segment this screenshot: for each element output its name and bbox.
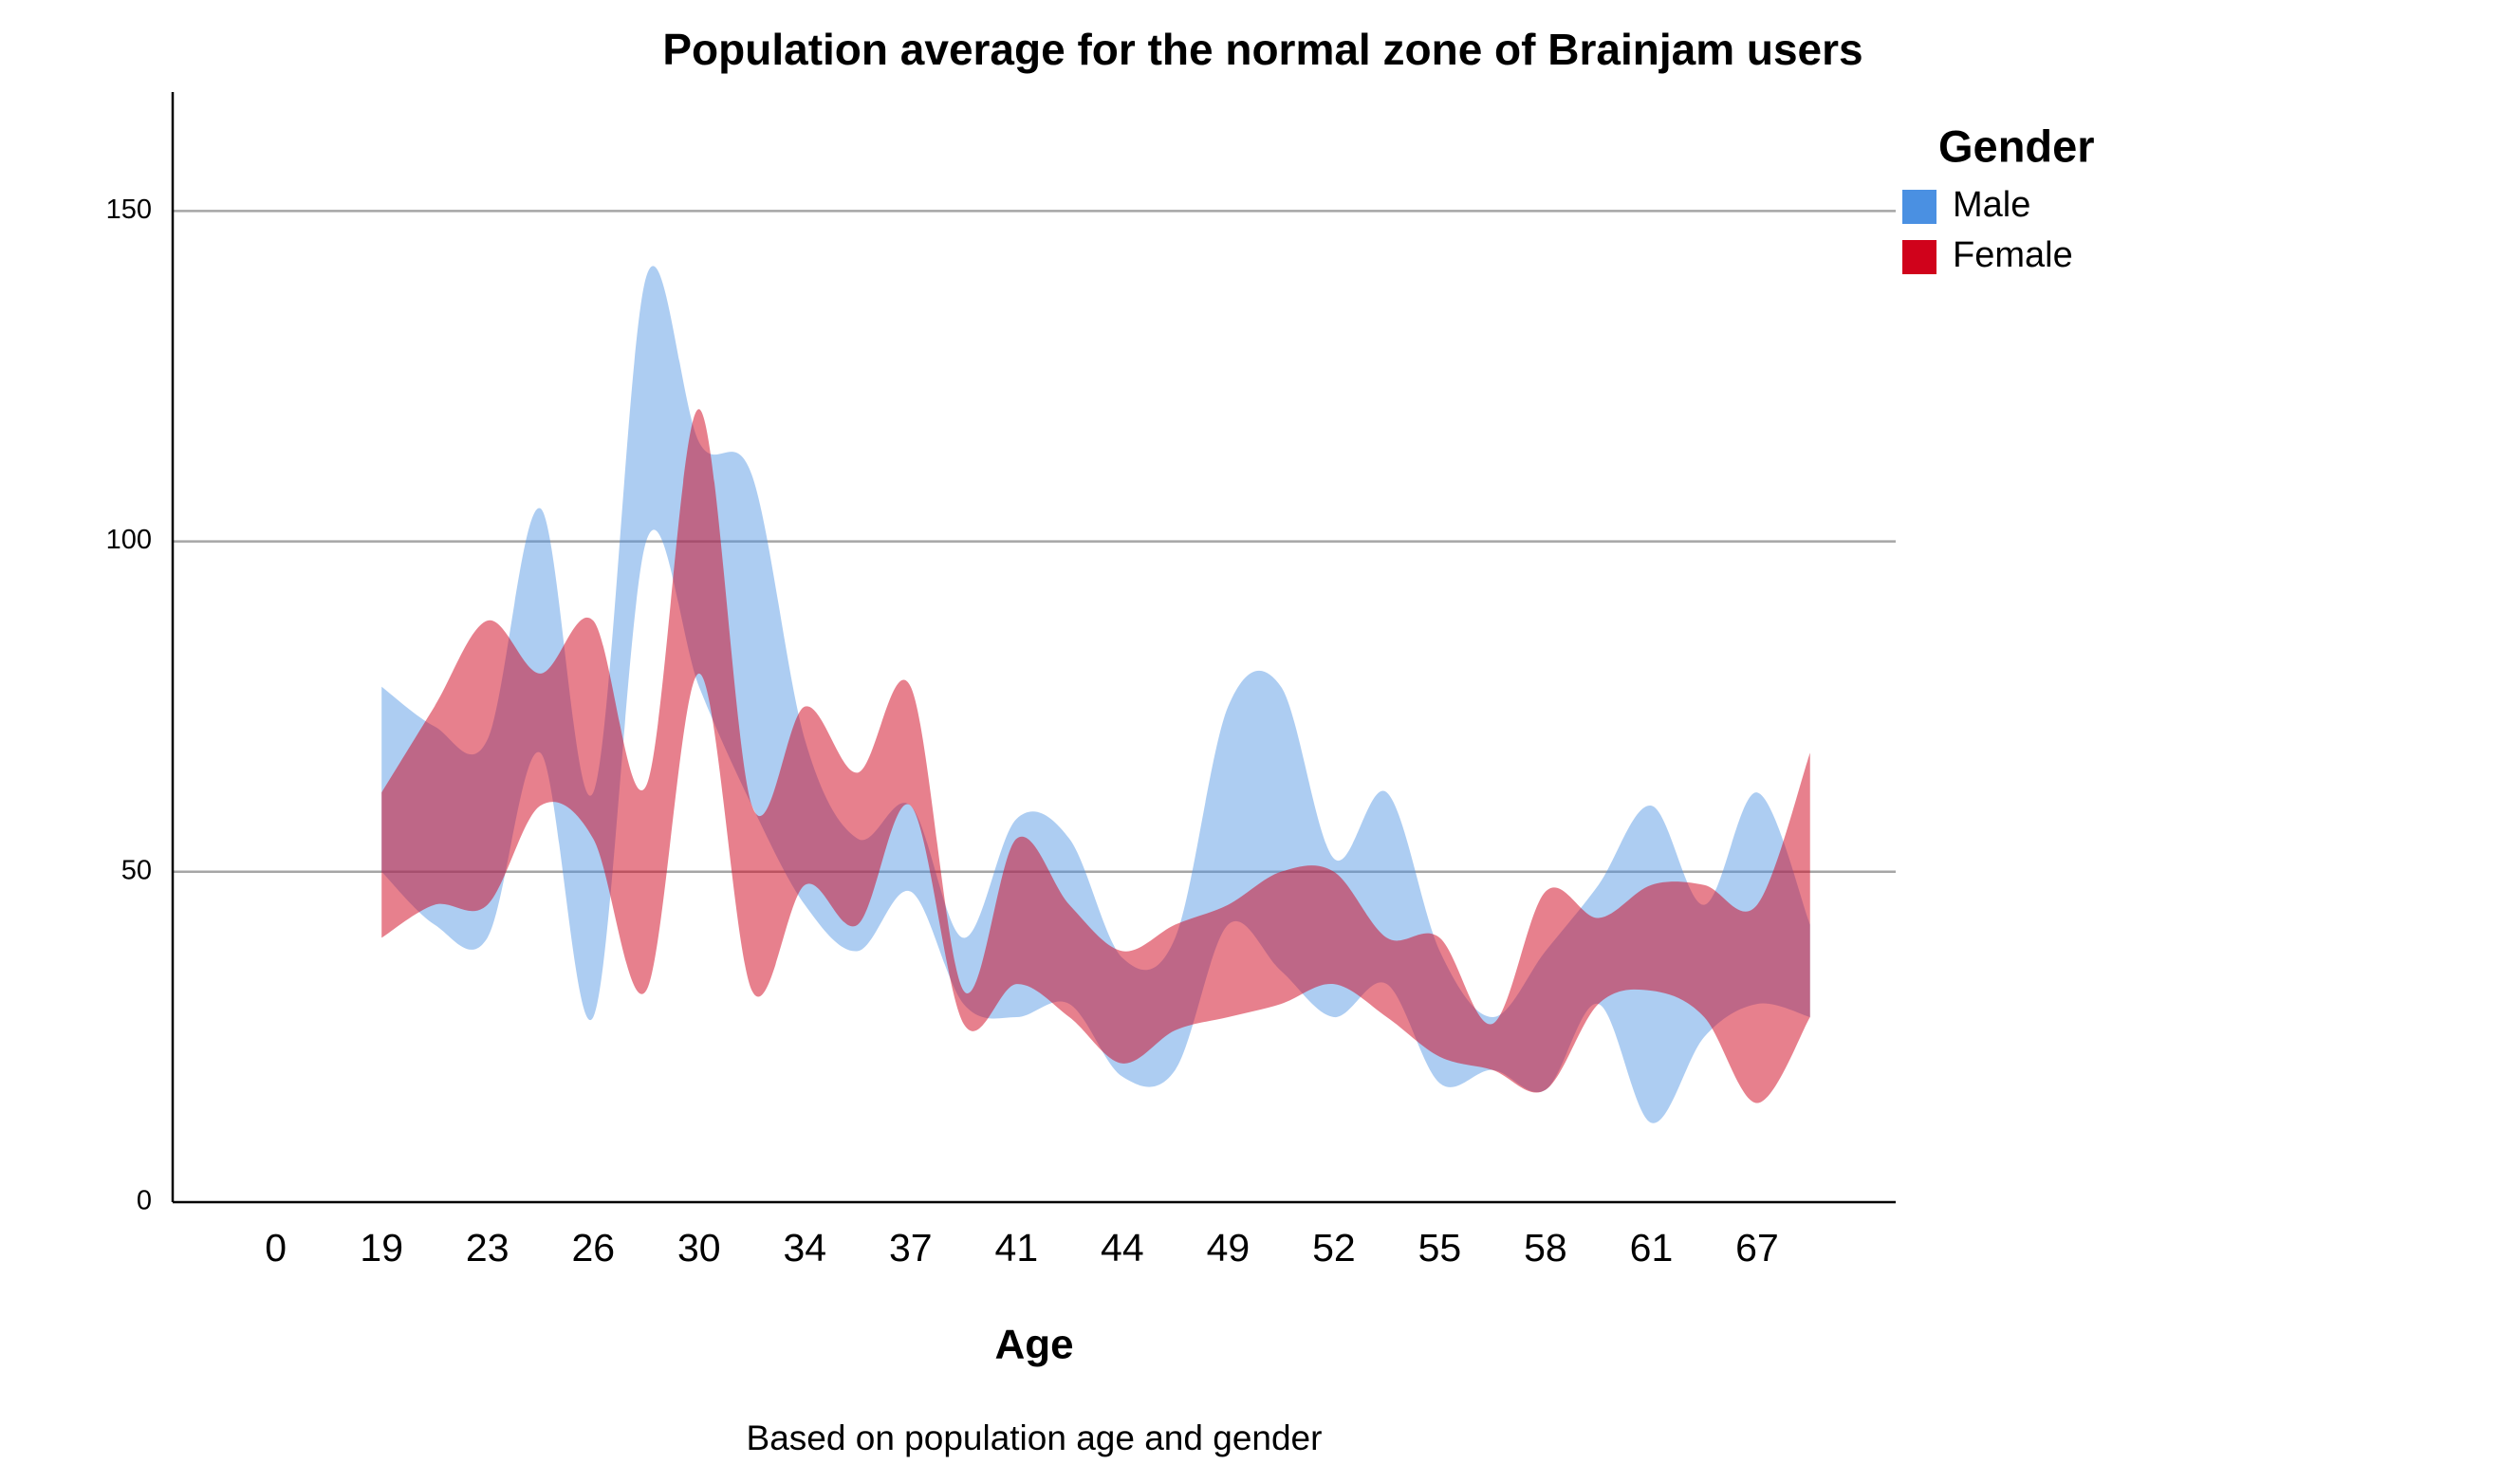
legend-swatch — [1902, 240, 1936, 274]
legend-title: Gender — [1938, 120, 2095, 171]
x-tick-label: 19 — [360, 1226, 403, 1270]
x-tick-label: 58 — [1524, 1226, 1567, 1270]
chart-title: Population average for the normal zone o… — [662, 25, 1862, 74]
x-tick-label: 49 — [1207, 1226, 1251, 1270]
x-tick-label: 55 — [1418, 1226, 1462, 1270]
x-tick-label: 37 — [889, 1226, 933, 1270]
y-tick-label: 150 — [106, 195, 152, 225]
range-area — [381, 409, 1810, 1103]
y-tick-label: 50 — [121, 855, 152, 885]
legend-swatch — [1902, 190, 1936, 224]
x-tick-label: 61 — [1630, 1226, 1674, 1270]
x-tick-label: 52 — [1312, 1226, 1356, 1270]
y-tick-label: 100 — [106, 525, 152, 555]
x-tick-label: 41 — [995, 1226, 1039, 1270]
x-tick-label: 0 — [265, 1226, 287, 1270]
legend-label: Male — [1953, 185, 2030, 225]
x-tick-label: 26 — [571, 1226, 615, 1270]
x-tick-label: 34 — [783, 1226, 826, 1270]
subtitle: Based on population age and gender — [747, 1418, 1323, 1457]
legend-label: Female — [1953, 235, 2073, 275]
range-area — [381, 266, 1810, 1123]
x-tick-label: 67 — [1735, 1226, 1779, 1270]
x-tick-label: 23 — [466, 1226, 510, 1270]
x-axis-title: Age — [994, 1322, 1073, 1368]
x-tick-label: 30 — [677, 1226, 721, 1270]
y-tick-label: 0 — [137, 1186, 152, 1216]
x-tick-label: 44 — [1101, 1226, 1144, 1270]
